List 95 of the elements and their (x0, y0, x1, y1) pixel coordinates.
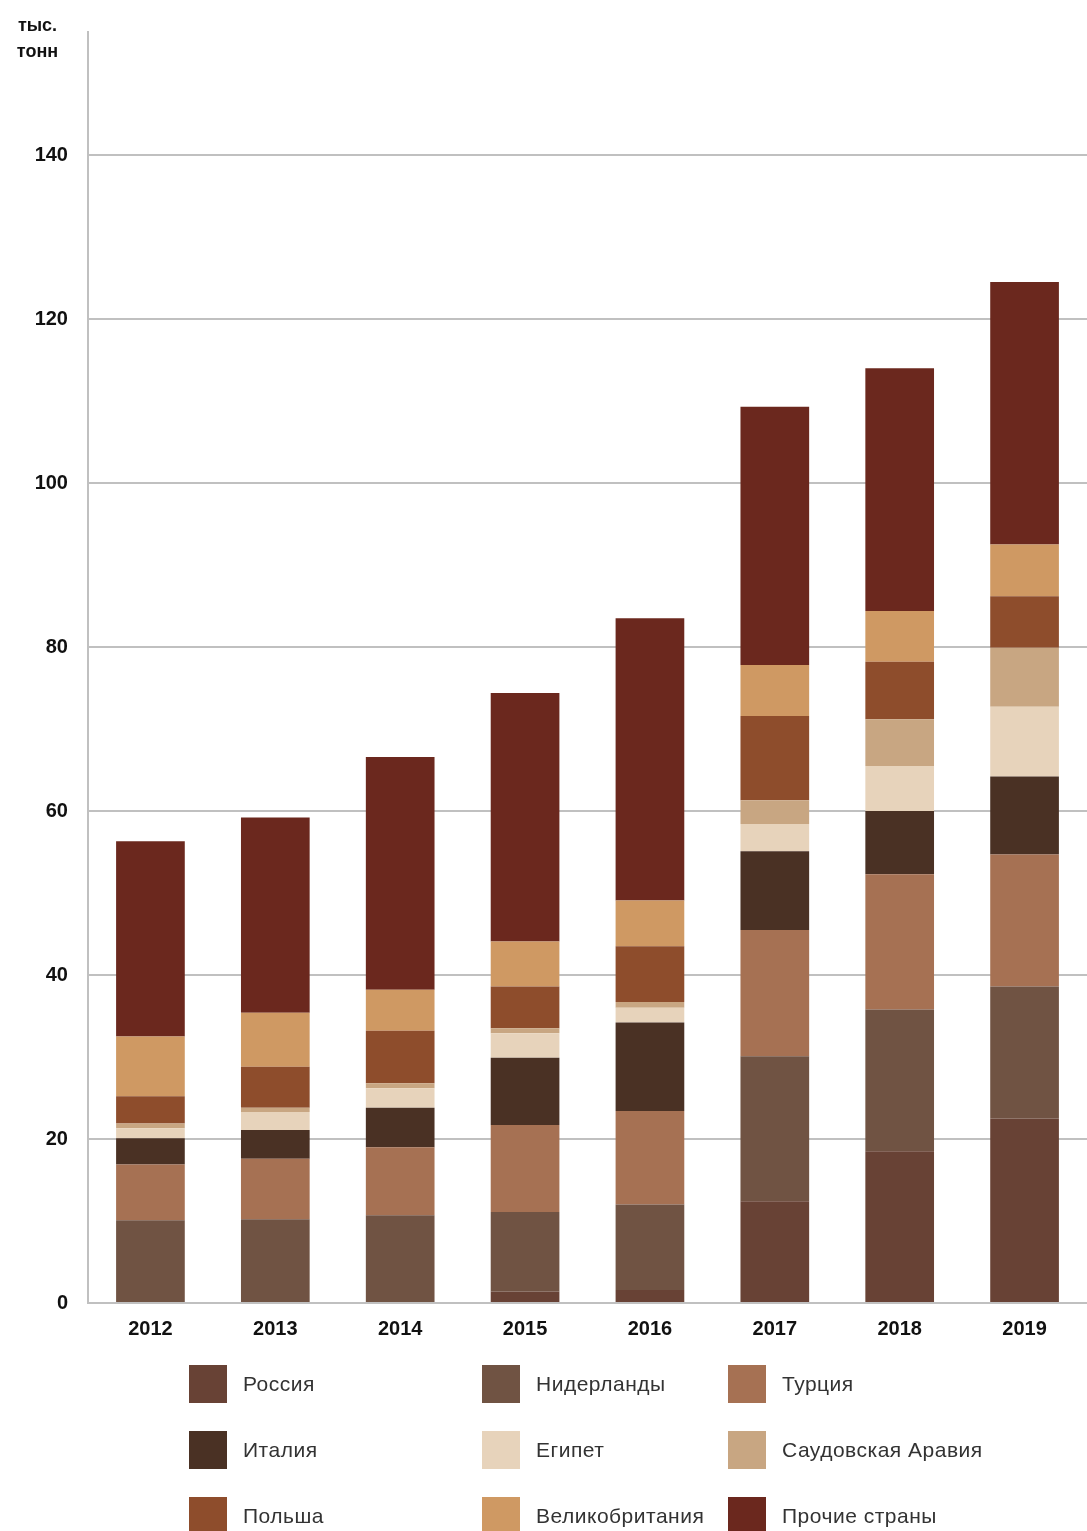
bar (240, 1066, 310, 1108)
legend-label: Италия (243, 1438, 318, 1462)
x-tick-label: 2014 (377, 1316, 424, 1339)
bar (116, 1123, 185, 1129)
bar (865, 719, 935, 766)
x-tick-label: 2015 (502, 1316, 548, 1339)
bar (865, 610, 935, 662)
bar (365, 1088, 435, 1108)
bar (990, 986, 1059, 1119)
bar (865, 1151, 935, 1302)
bar (740, 800, 810, 825)
legend-label: Прочие страны (782, 1504, 937, 1528)
bar (740, 1201, 810, 1302)
y-tick-label: 140 (34, 142, 68, 165)
bar (116, 1220, 185, 1302)
bar (240, 1111, 310, 1130)
bar (615, 900, 685, 947)
x-tick-label: 2019 (1002, 1316, 1047, 1339)
bar (865, 874, 935, 1010)
x-tick-label: 2013 (253, 1316, 298, 1339)
legend-label: Россия (243, 1372, 315, 1396)
bar (740, 665, 810, 716)
bar (865, 811, 935, 875)
bar (490, 1211, 560, 1292)
bar (240, 817, 310, 1013)
bar (240, 1012, 310, 1067)
bar (490, 986, 560, 1029)
bar (365, 1107, 435, 1148)
legend-label: Турция (782, 1372, 854, 1396)
y-tick-label: 40 (45, 962, 68, 985)
y-tick-label: 120 (34, 306, 68, 329)
legend-label: Великобритания (536, 1504, 705, 1528)
y-tick-label: 80 (45, 634, 68, 657)
y-tick-label: 100 (34, 470, 68, 493)
bar (490, 1028, 560, 1034)
bar (865, 368, 935, 611)
bar (740, 715, 810, 801)
bar (116, 1164, 185, 1221)
legend-label: Нидерланды (536, 1372, 666, 1396)
bar (615, 1111, 685, 1205)
bar (990, 282, 1059, 545)
bar (365, 989, 435, 1031)
bar (615, 1204, 685, 1290)
bar (240, 1158, 310, 1220)
bar (490, 941, 560, 987)
bar (615, 1289, 685, 1302)
bar (740, 1056, 810, 1202)
x-tick-label: 2012 (128, 1316, 173, 1339)
bar (116, 1096, 185, 1124)
x-tick-label: 2017 (752, 1316, 798, 1339)
bar (490, 1291, 560, 1302)
y-tick-label: 60 (45, 798, 68, 821)
bar (990, 776, 1059, 855)
bar (490, 1033, 560, 1058)
bar (990, 647, 1059, 707)
bar (615, 946, 685, 1003)
bar (365, 1147, 435, 1216)
bar (740, 406, 810, 666)
bar (990, 596, 1059, 648)
legend-label: Египет (536, 1438, 605, 1462)
bar (365, 1083, 435, 1089)
bar (990, 706, 1059, 777)
bar (490, 1057, 560, 1126)
y-tick-label: 0 (56, 1290, 68, 1313)
x-tick-label: 2016 (627, 1316, 673, 1339)
bar (615, 1002, 685, 1008)
bar (240, 1107, 310, 1112)
y-tick-label: 20 (45, 1126, 68, 1149)
bar (116, 1036, 185, 1097)
bar (990, 1118, 1059, 1302)
bar (740, 824, 810, 852)
bar (740, 929, 810, 1057)
legend-label: Саудовская Аравия (782, 1438, 983, 1462)
bar (240, 1219, 310, 1302)
bar (116, 1128, 185, 1139)
bar (990, 854, 1059, 987)
bar (490, 692, 560, 942)
bar (865, 1009, 935, 1152)
bar (865, 765, 935, 811)
y-axis-title: тыс. тонн (15, 14, 60, 63)
bar (365, 1215, 435, 1302)
bar (615, 618, 685, 901)
bar (365, 756, 435, 990)
bar (615, 1007, 685, 1023)
bar (365, 1030, 435, 1084)
bar (116, 841, 185, 1037)
legend-label: Польша (243, 1504, 325, 1528)
bar (990, 544, 1059, 597)
bar (116, 1138, 185, 1165)
bar (240, 1129, 310, 1159)
bar (490, 1125, 560, 1212)
x-tick-label: 2018 (877, 1316, 922, 1339)
bar (865, 661, 935, 720)
bar (615, 1022, 685, 1112)
bar (740, 851, 810, 930)
